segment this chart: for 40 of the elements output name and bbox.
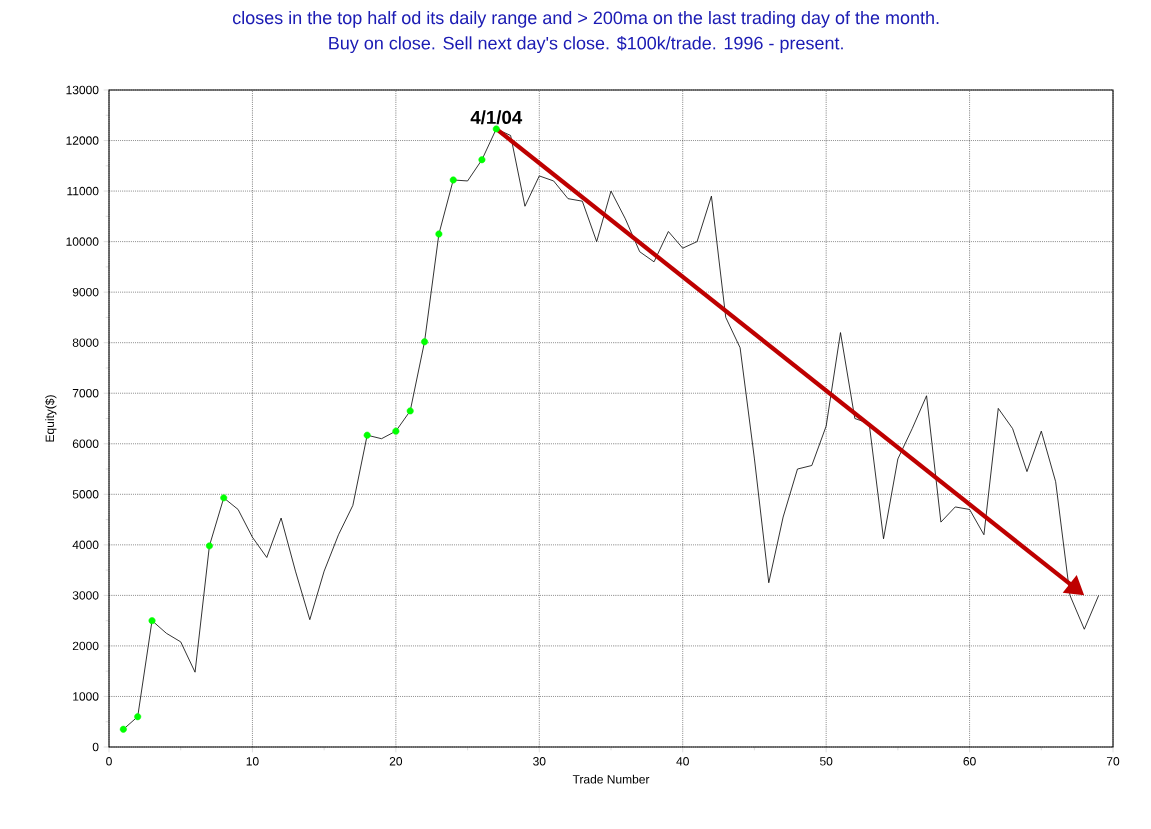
y-tick-label: 9000 bbox=[72, 287, 99, 297]
point bbox=[134, 713, 142, 721]
point bbox=[392, 427, 400, 435]
x-tick-label: 30 bbox=[533, 757, 546, 766]
y-tick-label: 6000 bbox=[72, 439, 99, 449]
y-tick-label: 1000 bbox=[73, 692, 99, 701]
y-tick-label: 11000 bbox=[67, 186, 99, 196]
x-tick-label: 40 bbox=[676, 757, 689, 766]
chart-title: closes in the top half od its daily range and > 200ma on the last trading day of the month. bbox=[232, 10, 939, 28]
y-axis-title: Equity($) bbox=[45, 395, 57, 442]
x-tick-label: 50 bbox=[819, 757, 833, 766]
y-tick-label: 12000 bbox=[66, 136, 99, 145]
point bbox=[492, 125, 500, 133]
point bbox=[148, 617, 156, 625]
y-tick-label: 7000 bbox=[72, 388, 99, 398]
x-tick-label: 20 bbox=[389, 757, 403, 766]
point bbox=[435, 230, 443, 238]
x-tick-label: 70 bbox=[1106, 757, 1120, 766]
x-tick-label: 60 bbox=[963, 757, 976, 766]
x-tick-label: 10 bbox=[246, 757, 259, 766]
y-tick-label: 4000 bbox=[72, 540, 99, 550]
point bbox=[220, 494, 228, 502]
y-tick-label: 10000 bbox=[66, 237, 99, 246]
y-tick-label: 5000 bbox=[72, 490, 99, 499]
y-tick-label: 2000 bbox=[72, 641, 99, 651]
chart-subtitle: Buy on close. Sell next day's close. $100k/trade. 1996 - present. bbox=[329, 36, 843, 54]
point bbox=[363, 431, 371, 439]
annotation: 4/1/04 bbox=[470, 110, 523, 125]
point bbox=[119, 725, 127, 733]
x-tick-label: 0 bbox=[106, 757, 112, 766]
y-tick-label: 8000 bbox=[72, 338, 99, 347]
point bbox=[421, 338, 429, 346]
point bbox=[406, 407, 414, 415]
point bbox=[478, 156, 486, 164]
x-axis-title: Trade Number bbox=[572, 774, 650, 784]
point bbox=[449, 176, 457, 184]
y-tick-label: 0 bbox=[92, 742, 99, 752]
point bbox=[205, 542, 213, 550]
y-tick-label: 13000 bbox=[66, 85, 99, 95]
y-tick-label: 3000 bbox=[72, 591, 99, 600]
